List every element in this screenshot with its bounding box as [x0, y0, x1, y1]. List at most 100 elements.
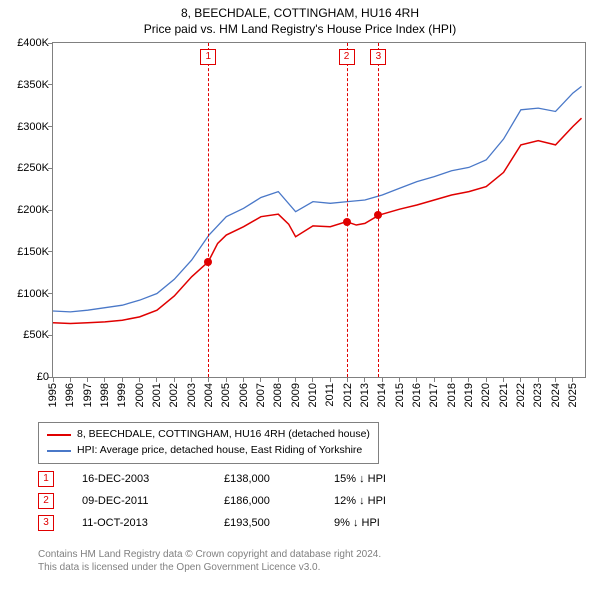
xtick-label: 2013 [359, 383, 371, 407]
legend-swatch [47, 434, 71, 436]
xtick-label: 2012 [342, 383, 354, 407]
xtick-mark [295, 377, 296, 382]
xtick-mark [70, 377, 71, 382]
line-series-svg [53, 43, 585, 377]
sale-row-number: 3 [38, 515, 54, 531]
xtick-mark [572, 377, 573, 382]
xtick-mark [191, 377, 192, 382]
xtick-label: 2005 [220, 383, 232, 407]
sale-marker-box: 2 [339, 49, 355, 65]
xtick-mark [486, 377, 487, 382]
xtick-mark [555, 377, 556, 382]
sale-row-price: £186,000 [224, 495, 334, 507]
sale-row-date: 16-DEC-2003 [82, 473, 224, 485]
sale-row-number: 1 [38, 471, 54, 487]
footer-line-2: This data is licensed under the Open Gov… [38, 561, 381, 574]
xtick-label: 2009 [290, 383, 302, 407]
xtick-label: 2008 [272, 383, 284, 407]
sale-row: 116-DEC-2003£138,00015% ↓ HPI [38, 468, 434, 490]
xtick-mark [87, 377, 88, 382]
title-block: 8, BEECHDALE, COTTINGHAM, HU16 4RH Price… [0, 0, 600, 36]
series-line-property [53, 118, 582, 323]
xtick-label: 2017 [428, 383, 440, 407]
title-line-1: 8, BEECHDALE, COTTINGHAM, HU16 4RH [0, 6, 600, 20]
xtick-mark [382, 377, 383, 382]
xtick-label: 2021 [498, 383, 510, 407]
sale-row-date: 11-OCT-2013 [82, 517, 224, 529]
sale-row-diff: 12% ↓ HPI [334, 495, 434, 507]
sale-marker-dot [374, 211, 382, 219]
legend-label: HPI: Average price, detached house, East… [77, 443, 362, 459]
xtick-label: 2015 [394, 383, 406, 407]
sale-row: 3 11-OCT-2013£193,5009% ↓ HPI [38, 512, 434, 534]
xtick-label: 1998 [99, 383, 111, 407]
xtick-mark [53, 377, 54, 382]
sale-marker-vline [208, 43, 209, 377]
xtick-mark [364, 377, 365, 382]
ytick-label: £150K [17, 246, 49, 258]
xtick-label: 1996 [64, 383, 76, 407]
title-line-2: Price paid vs. HM Land Registry's House … [0, 22, 600, 36]
sale-marker-dot [343, 218, 351, 226]
sale-marker-vline [347, 43, 348, 377]
xtick-mark [122, 377, 123, 382]
sale-row-number: 2 [38, 493, 54, 509]
xtick-mark [260, 377, 261, 382]
xtick-mark [538, 377, 539, 382]
xtick-label: 2002 [168, 383, 180, 407]
ytick-label: £400K [17, 37, 49, 49]
xtick-mark [208, 377, 209, 382]
xtick-label: 2019 [463, 383, 475, 407]
sale-marker-box: 3 [370, 49, 386, 65]
xtick-mark [174, 377, 175, 382]
sales-table: 116-DEC-2003£138,00015% ↓ HPI209-DEC-201… [38, 468, 434, 534]
xtick-label: 2000 [134, 383, 146, 407]
legend-label: 8, BEECHDALE, COTTINGHAM, HU16 4RH (deta… [77, 427, 370, 443]
xtick-mark [226, 377, 227, 382]
xtick-mark [468, 377, 469, 382]
sale-row: 2 09-DEC-2011£186,00012% ↓ HPI [38, 490, 434, 512]
xtick-mark [278, 377, 279, 382]
xtick-label: 2010 [307, 383, 319, 407]
xtick-label: 2003 [186, 383, 198, 407]
xtick-mark [243, 377, 244, 382]
xtick-label: 2001 [151, 383, 163, 407]
sale-row-diff: 9% ↓ HPI [334, 517, 434, 529]
xtick-mark [416, 377, 417, 382]
ytick-label: £50K [23, 329, 49, 341]
plot-area: £0£50K£100K£150K£200K£250K£300K£350K£400… [52, 42, 586, 378]
xtick-label: 2014 [376, 383, 388, 407]
xtick-mark [139, 377, 140, 382]
xtick-mark [330, 377, 331, 382]
xtick-mark [399, 377, 400, 382]
xtick-label: 2022 [515, 383, 527, 407]
legend-item: HPI: Average price, detached house, East… [47, 443, 370, 459]
sale-marker-dot [204, 258, 212, 266]
sale-row-date: 09-DEC-2011 [82, 495, 224, 507]
sale-marker-vline [378, 43, 379, 377]
xtick-mark [503, 377, 504, 382]
ytick-label: £300K [17, 121, 49, 133]
xtick-label: 2020 [480, 383, 492, 407]
xtick-mark [312, 377, 313, 382]
xtick-mark [520, 377, 521, 382]
xtick-mark [451, 377, 452, 382]
legend-item: 8, BEECHDALE, COTTINGHAM, HU16 4RH (deta… [47, 427, 370, 443]
sale-row-price: £138,000 [224, 473, 334, 485]
xtick-label: 2004 [203, 383, 215, 407]
xtick-label: 1999 [116, 383, 128, 407]
xtick-mark [347, 377, 348, 382]
sale-marker-box: 1 [200, 49, 216, 65]
legend: 8, BEECHDALE, COTTINGHAM, HU16 4RH (deta… [38, 422, 379, 464]
xtick-label: 2025 [567, 383, 579, 407]
xtick-label: 1997 [82, 383, 94, 407]
attribution-footer: Contains HM Land Registry data © Crown c… [38, 548, 381, 574]
xtick-label: 2007 [255, 383, 267, 407]
series-line-hpi [53, 86, 582, 311]
ytick-label: £350K [17, 79, 49, 91]
xtick-label: 2023 [532, 383, 544, 407]
sale-row-price: £193,500 [224, 517, 334, 529]
xtick-label: 1995 [47, 383, 59, 407]
xtick-label: 2016 [411, 383, 423, 407]
xtick-mark [156, 377, 157, 382]
